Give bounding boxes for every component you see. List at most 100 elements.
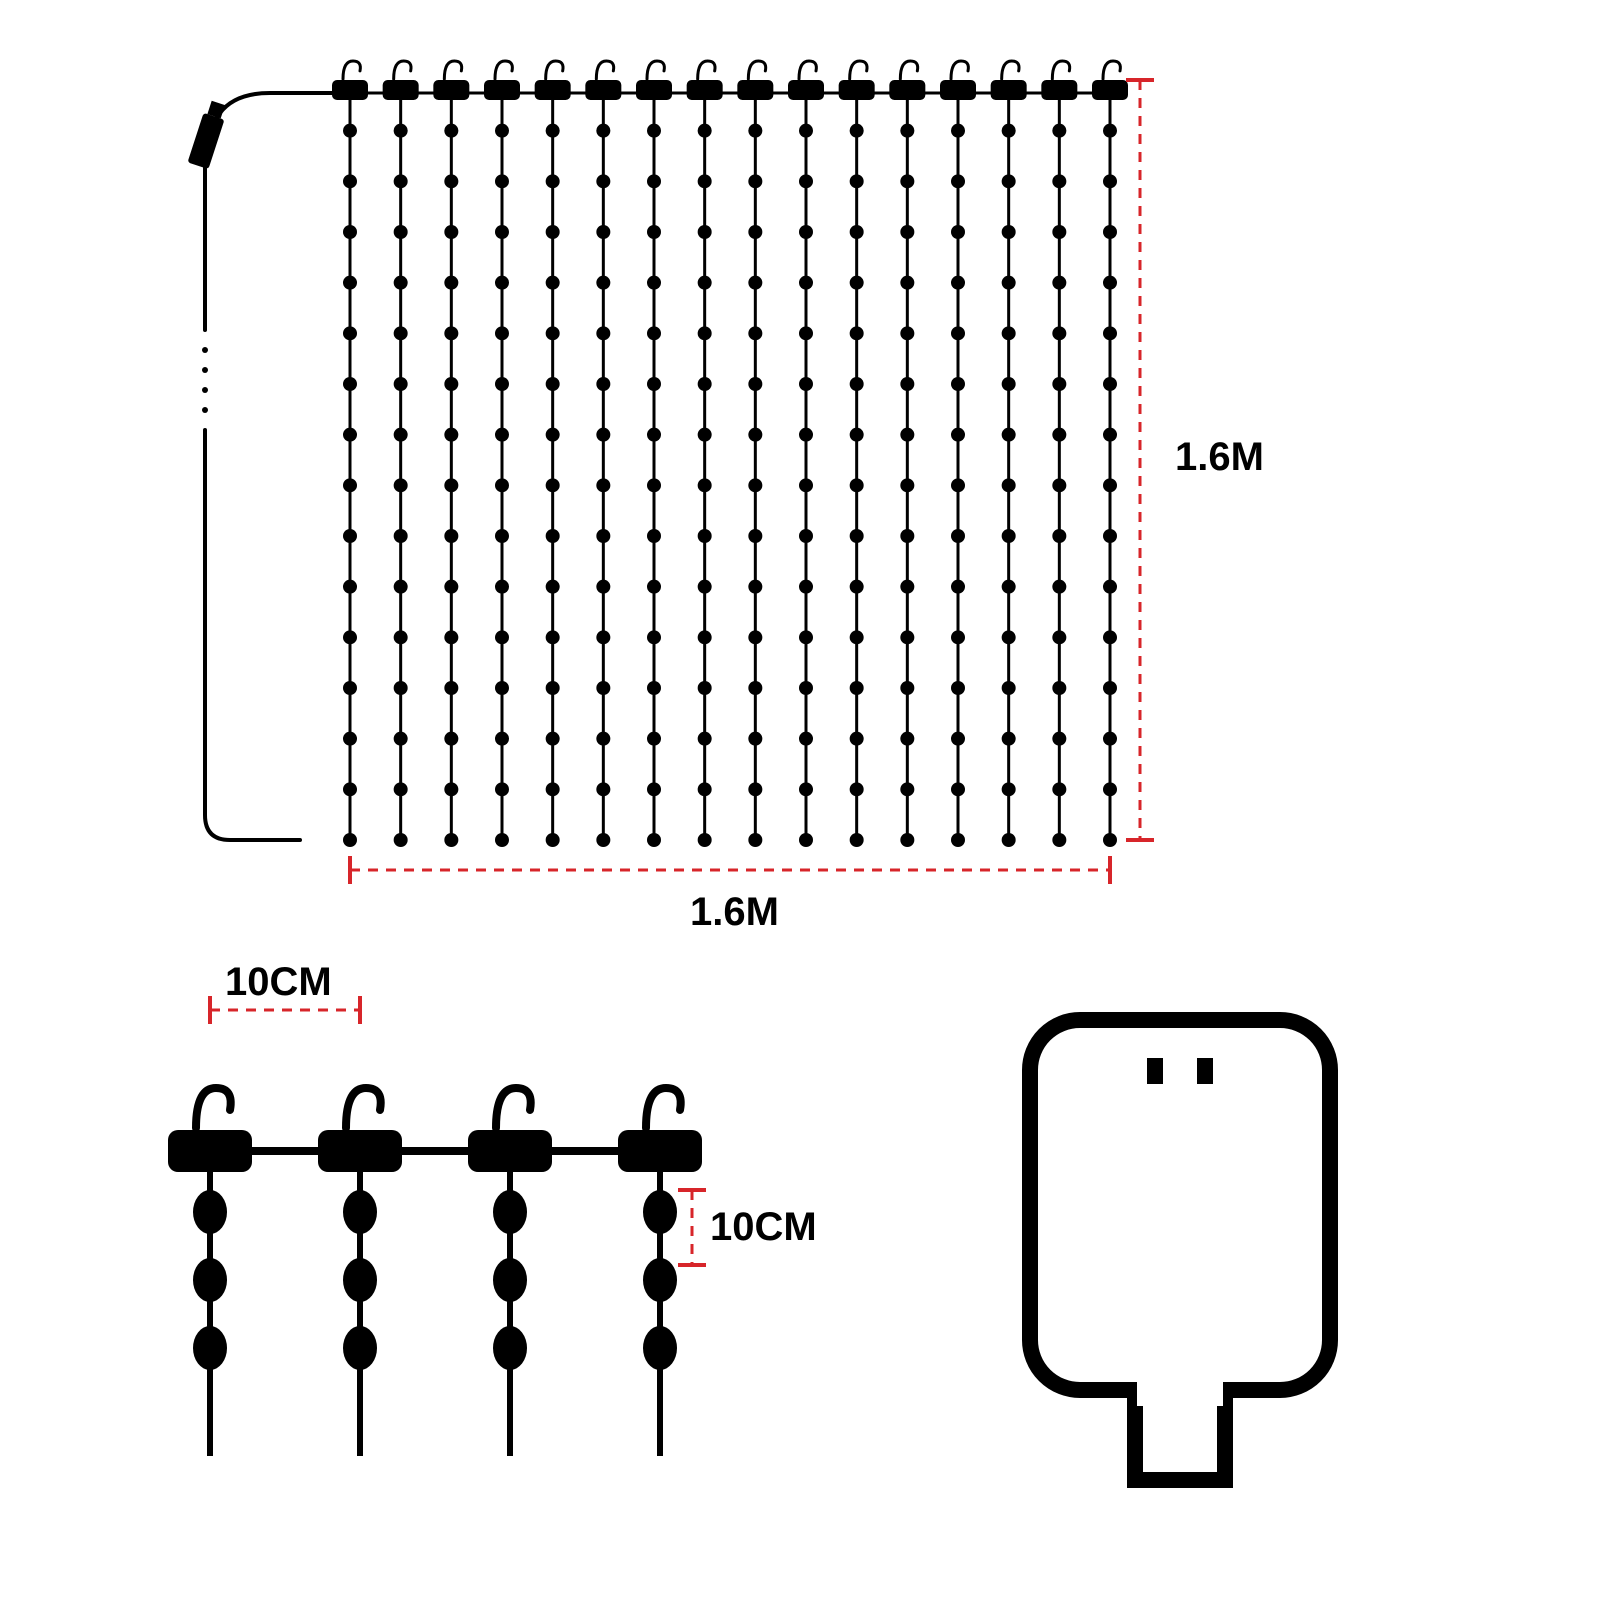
bead [900,782,914,796]
bead [850,732,864,746]
detail-bead [493,1326,527,1370]
bead [495,377,509,391]
bead [850,377,864,391]
bead [748,529,762,543]
bead [748,630,762,644]
bead [698,377,712,391]
bead [748,782,762,796]
bead [748,681,762,695]
bead [1002,326,1016,340]
bead [799,782,813,796]
bead [951,174,965,188]
bead [1002,580,1016,594]
bead [1002,478,1016,492]
bead [1002,833,1016,847]
bead [1052,529,1066,543]
detail-bead [343,1258,377,1302]
bead [900,225,914,239]
bead [394,580,408,594]
bead [495,276,509,290]
height-label: 1.6M [1175,435,1264,479]
bead [951,326,965,340]
bead [394,225,408,239]
bead [596,225,610,239]
bead [394,782,408,796]
bead [900,732,914,746]
bead [647,732,661,746]
bead [1002,225,1016,239]
bead [647,326,661,340]
hook-spacing-label: 10CM [225,960,332,1004]
bead [748,377,762,391]
bead [799,580,813,594]
bead [444,174,458,188]
bead [1052,225,1066,239]
bead [1052,326,1066,340]
bead [647,630,661,644]
bead [1103,174,1117,188]
bead [495,124,509,138]
bead [495,732,509,746]
bead [850,833,864,847]
bead [647,580,661,594]
bead [748,580,762,594]
bead [698,681,712,695]
detail-bead [643,1258,677,1302]
bead [748,428,762,442]
bead [1052,580,1066,594]
bead [698,833,712,847]
bead [1002,124,1016,138]
bead [495,630,509,644]
bead [799,225,813,239]
bead [698,124,712,138]
bead [748,478,762,492]
bead [495,833,509,847]
bead [1002,782,1016,796]
bead [850,580,864,594]
bead [343,529,357,543]
bead [546,681,560,695]
bead [698,580,712,594]
bead [647,174,661,188]
bead [850,782,864,796]
bead [1002,732,1016,746]
bead [799,326,813,340]
bead [951,428,965,442]
bead [799,529,813,543]
bead [495,428,509,442]
width-label: 1.6M [690,890,779,934]
bead [951,478,965,492]
bead [343,326,357,340]
detail-bead [493,1190,527,1234]
bead [900,124,914,138]
bead [495,681,509,695]
bead [343,174,357,188]
bead [444,529,458,543]
bead [1002,428,1016,442]
bead [951,833,965,847]
bead [546,276,560,290]
bead [444,377,458,391]
bead [546,529,560,543]
bead [850,529,864,543]
bead [799,124,813,138]
bead [850,124,864,138]
bead [495,580,509,594]
bead [647,225,661,239]
bead [343,833,357,847]
bead [596,377,610,391]
bead [698,326,712,340]
bead [900,630,914,644]
bead [698,732,712,746]
bead [596,732,610,746]
bead [596,833,610,847]
bead [394,174,408,188]
bead [495,326,509,340]
bead [647,478,661,492]
bead [748,225,762,239]
bead [799,377,813,391]
bead [1002,681,1016,695]
bead [343,276,357,290]
bead [596,630,610,644]
bead [394,630,408,644]
